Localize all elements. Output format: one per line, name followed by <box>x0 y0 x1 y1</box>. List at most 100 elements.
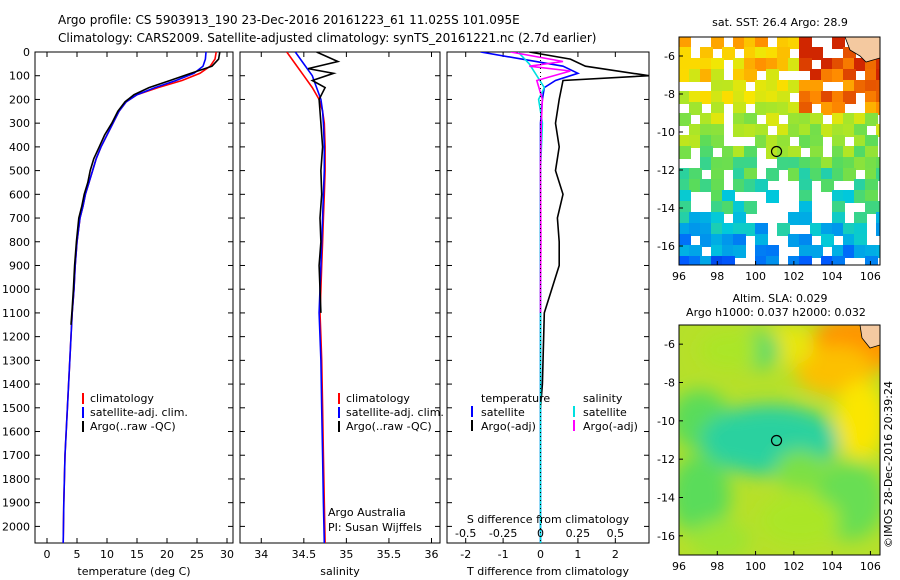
sst-map-cell <box>865 135 878 148</box>
difference-legend-swatch <box>471 406 473 417</box>
sst-map-cell <box>854 179 867 192</box>
sst-map-cell <box>876 212 880 225</box>
sst-map-cell <box>788 256 801 265</box>
sst-map-cell <box>788 234 801 247</box>
sst-map-cell <box>733 113 746 126</box>
sst-map-cell <box>755 80 768 93</box>
sst-map-cell <box>843 245 856 258</box>
sst-map-cell <box>832 146 845 159</box>
sst-map-cell <box>711 190 724 203</box>
difference-legend-swatch <box>573 406 575 417</box>
difference-s-axis-title: S difference from climatology <box>467 513 630 526</box>
temperature-ytick-label: 1300 <box>2 354 30 367</box>
sst-map-cell <box>766 146 779 159</box>
sst-map-cell <box>821 168 834 181</box>
sst-map-cell <box>810 168 823 181</box>
sst-map-cell <box>788 146 801 159</box>
sst-map-cell <box>679 47 691 60</box>
panel-difference: -2 -1 0 1 2 T difference from climatology -0.5… <box>446 51 650 578</box>
sst-map-cell <box>854 190 867 203</box>
difference-legend-entry: Argo(-adj) <box>481 420 536 433</box>
sst-map-cell <box>700 47 713 60</box>
salinity-legend-entry: satellite-adj. clim. <box>346 406 444 419</box>
sst-map-cell <box>821 91 834 104</box>
sst-map-cell <box>854 234 867 247</box>
sst-map-cell <box>700 223 713 236</box>
sst-map-cell <box>810 146 823 159</box>
sst-map-cell <box>755 102 768 115</box>
difference-xtick-label: 0 <box>537 548 544 561</box>
sla_map-xtick-label: 100 <box>745 560 766 573</box>
sst-map-cell <box>788 168 801 181</box>
sst-map-cell <box>744 124 757 137</box>
sst-map-cell <box>722 256 735 265</box>
difference-s-tick-label: 0.5 <box>607 527 625 540</box>
sst-map-cell <box>700 58 713 71</box>
sst-map-cell <box>832 135 845 148</box>
sst-map-cell <box>865 157 878 170</box>
sst-map-cell <box>876 157 880 170</box>
sla_map-xtick-label: 104 <box>822 560 843 573</box>
sst-map-cell <box>711 37 724 49</box>
temperature-series-group <box>62 52 221 543</box>
sst-map-cell <box>679 146 691 159</box>
temperature-ytick-label: 1600 <box>2 426 30 439</box>
sst-map-cell <box>744 47 757 60</box>
temperature-ytick-label: 1500 <box>2 402 30 415</box>
sst-map-cell <box>788 37 801 49</box>
sst-map-cell <box>799 168 812 181</box>
sst-map-cell <box>843 157 856 170</box>
difference-xtick-label: -1 <box>498 548 509 561</box>
sst-map-cell <box>832 223 845 236</box>
temperature-xtick-label: 30 <box>220 548 234 561</box>
panel-sla_map: 96 98 100 102 104 106 -6 -8 -10 -12 -14 -16 <box>657 324 881 573</box>
temperature-xtick-label: 10 <box>100 548 114 561</box>
sst-map-cell <box>755 124 768 137</box>
sst-map-cell <box>799 245 812 258</box>
sst-map-cell <box>679 113 691 126</box>
salinity-annotation-line-1: Argo Australia <box>328 506 406 519</box>
sst-map-cell <box>733 146 746 159</box>
sst-map-cell <box>788 113 801 126</box>
difference-xlabel: T difference from climatology <box>466 565 629 578</box>
salinity-annotation-line-2: PI: Susan Wijffels <box>328 521 422 534</box>
temperature-ytick-label: 300 <box>9 117 30 130</box>
sst-map-cell <box>832 91 845 104</box>
salinity-legend-swatch <box>338 393 340 404</box>
sst-map-cell <box>711 245 724 258</box>
sst-map-cell <box>722 146 735 159</box>
sst-map-cell <box>799 179 812 192</box>
difference-series-line-1 <box>529 52 649 408</box>
sst-map-cell <box>755 91 768 104</box>
sla-map-blob <box>679 455 730 535</box>
sst_map-frame <box>678 36 881 266</box>
sst-map-cell <box>744 179 757 192</box>
sst-map-cell <box>733 212 746 225</box>
salinity-xtick-label: 35.5 <box>377 548 402 561</box>
sst-map-cell <box>865 168 878 181</box>
temperature-frame <box>34 51 234 544</box>
sla_map-ytick-label: -8 <box>664 377 675 390</box>
sst-map-cell <box>777 223 790 236</box>
sst-map-cell <box>821 157 834 170</box>
sst-map-cell <box>700 212 713 225</box>
sst-map-cell <box>733 91 746 104</box>
temperature-xlabel: temperature (deg C) <box>77 565 190 578</box>
sst-map-cell <box>755 256 768 265</box>
sst-map-cell <box>744 201 757 214</box>
sst-map-cell <box>832 37 845 49</box>
sst-map-cell <box>821 102 834 115</box>
salinity-frame <box>239 51 441 544</box>
sst-map-cell <box>876 58 880 71</box>
sst-map-cell <box>854 58 867 71</box>
sst-map-cell <box>744 58 757 71</box>
temperature-legend-swatch <box>82 393 84 404</box>
temperature-xtick-label: 20 <box>160 548 174 561</box>
temperature-xtick-label: 15 <box>130 548 144 561</box>
salinity-legend-entry: Argo(..raw -QC) <box>346 420 432 433</box>
sst-map-cell <box>799 80 812 93</box>
salinity-xtick-label: 34 <box>254 548 268 561</box>
sst-map-cell <box>777 80 790 93</box>
sst-map-cell <box>876 80 880 93</box>
sst-map-cell <box>722 80 735 93</box>
